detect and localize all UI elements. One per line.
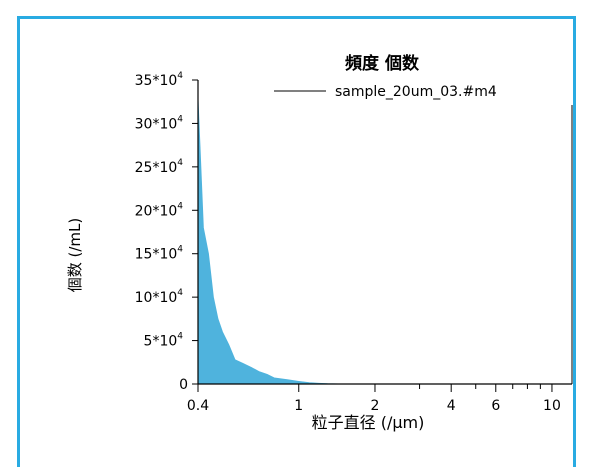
y-tick-label: 0 [179, 377, 188, 393]
x-tick-label: 4 [447, 398, 456, 414]
series-area [197, 97, 344, 385]
x-tick-label: 6 [491, 398, 500, 414]
y-tick-label: 35*104 [135, 71, 184, 89]
y-tick-label: 10*104 [135, 288, 184, 306]
y-tick-label: 15*104 [135, 245, 184, 263]
x-tick-label: 2 [371, 398, 380, 414]
y-tick-label: 20*104 [135, 201, 184, 219]
y-tick-label: 25*104 [135, 158, 184, 176]
x-axis-label: 粒子直径 (/μm) [312, 413, 425, 432]
x-tick-label: 10 [543, 398, 561, 414]
x-tick-label: 1 [294, 398, 303, 414]
chart-title: 頻度 個数 [344, 53, 420, 74]
y-axis-label: 個数 (/mL) [66, 218, 84, 293]
x-tick-label: 0.4 [187, 398, 209, 414]
legend: sample_20um_03.#m4 [274, 84, 497, 100]
legend-label: sample_20um_03.#m4 [335, 84, 497, 100]
plot-area: 0 5*104 10*104 15*104 20*104 25*104 30*104 35*1… [135, 71, 573, 414]
y-tick-label: 30*104 [135, 114, 184, 132]
y-tick-label: 5*104 [144, 332, 184, 350]
